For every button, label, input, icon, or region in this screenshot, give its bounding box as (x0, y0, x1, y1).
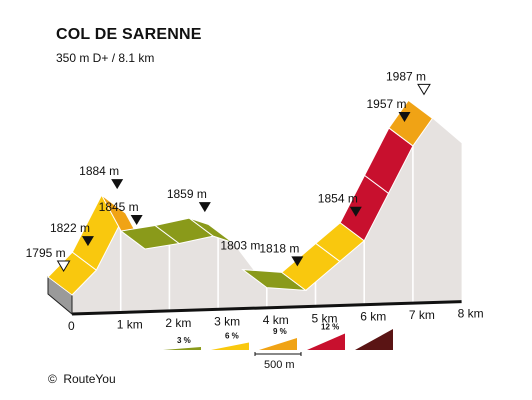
summit-marker-icon (349, 206, 362, 217)
x-tick-label: 4 km (263, 313, 289, 327)
legend-swatch (307, 333, 345, 350)
elevation-label: 1803 m (220, 239, 260, 253)
elevation-label: 1884 m (79, 164, 119, 178)
legend-label: 6 % (225, 332, 239, 341)
x-tick-label: 2 km (165, 316, 191, 330)
x-tick-label: 8 km (458, 307, 484, 321)
grade-legend: 3 % 6 % 9 % 12 % 500 m (163, 323, 393, 371)
elevation-label: 1859 m (167, 187, 207, 201)
x-axis-ticks: 0 1 km 2 km 3 km 4 km 5 km 6 km 7 km 8 km (68, 307, 484, 333)
legend-swatch (259, 338, 297, 350)
legend-swatch (163, 347, 201, 350)
copyright-icon: © (48, 372, 57, 386)
copyright-label: RouteYou (63, 372, 116, 386)
baseline (71, 300, 462, 316)
elevation-label: 1818 m (259, 241, 299, 255)
summit-marker-icon (398, 111, 411, 122)
legend-label: 12 % (321, 323, 339, 332)
legend-label: 9 % (273, 327, 287, 336)
summit-marker-icon (111, 179, 124, 190)
summit-marker-icon (291, 256, 304, 267)
x-tick-label: 6 km (360, 310, 386, 324)
chart-subtitle: 350 m D+ / 8.1 km (56, 51, 155, 65)
summit-marker-icon (198, 202, 211, 213)
profile-base (47, 118, 462, 316)
copyright-notice: © RouteYou (48, 372, 116, 386)
elevation-label: 1854 m (318, 192, 358, 206)
legend-label: 3 % (177, 336, 191, 345)
x-tick-label: 3 km (214, 314, 240, 328)
elevation-label: 1987 m (386, 69, 426, 83)
elevation-label: 1822 m (50, 221, 90, 235)
start-end-marker-icon (56, 260, 71, 272)
summit-marker-icon (130, 215, 143, 225)
x-tick-label: 5 km (312, 311, 338, 325)
elevation-label: 1795 m (26, 246, 66, 260)
grade-segment (188, 217, 234, 244)
start-end-marker-icon (417, 83, 431, 96)
profile-segments (47, 99, 434, 296)
grade-segment (388, 99, 434, 147)
elevation-markers (56, 83, 431, 272)
elevation-label: 1957 m (367, 97, 407, 111)
elevation-labels: 1795 m 1822 m 1884 m 1845 m 1859 m 1803 m1818… (26, 69, 426, 260)
legend-swatch (355, 329, 393, 350)
legend-swatch (211, 342, 249, 350)
x-tick-label: 0 (68, 319, 75, 333)
scale-label: 500 m (264, 359, 295, 371)
scale-bracket (254, 352, 302, 356)
x-tick-label: 7 km (409, 308, 435, 322)
elevation-label: 1845 m (99, 200, 139, 214)
summit-marker-icon (81, 236, 94, 247)
x-tick-label: 1 km (117, 317, 143, 331)
chart-title: COL DE SARENNE (56, 26, 202, 43)
